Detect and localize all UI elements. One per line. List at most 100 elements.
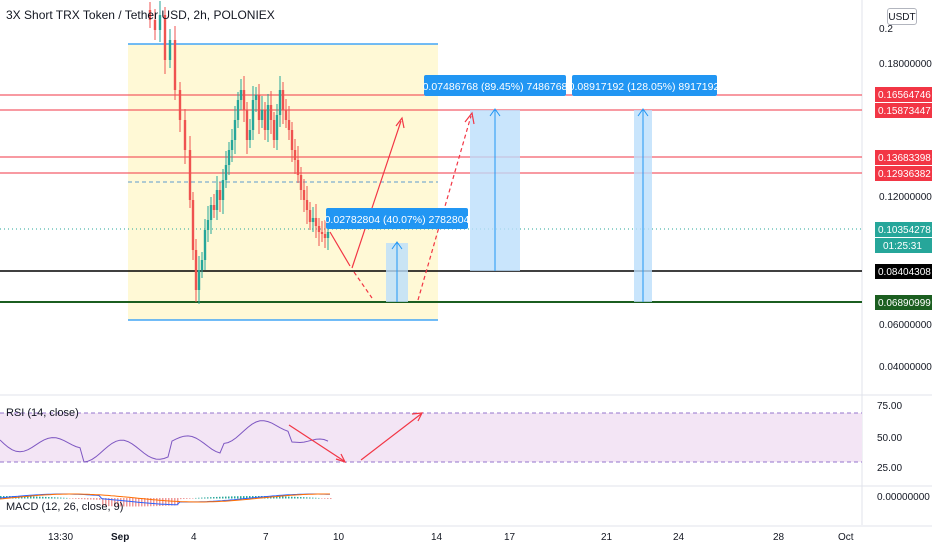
- macd-histogram-bar: [69, 498, 71, 499]
- time-tick: 17: [504, 532, 516, 543]
- callout-3[interactable]: 0.02782804 (40.07%) 2782804: [325, 208, 470, 229]
- candle-body: [224, 165, 228, 180]
- price-tick-partial: 0.2: [879, 24, 893, 35]
- candle-body: [296, 160, 300, 175]
- macd-histogram-bar: [159, 498, 161, 507]
- candle-body: [191, 200, 195, 250]
- candle-body: [227, 150, 231, 165]
- candle-body: [221, 180, 225, 200]
- macd-histogram-bar: [117, 498, 119, 507]
- macd-histogram-bar: [162, 498, 164, 506]
- macd-histogram-bar: [201, 497, 203, 499]
- rsi-arrows[interactable]: [288, 412, 424, 464]
- callout-3-text: 0.02782804 (40.07%) 2782804: [325, 214, 470, 226]
- candle-body: [178, 90, 182, 120]
- macd-histogram-bar: [45, 496, 47, 499]
- projection-arrows[interactable]: [329, 111, 475, 301]
- rsi-tick: 25.00: [877, 463, 902, 474]
- projection-arrow-up-1-head: [395, 116, 405, 129]
- time-tick: 4: [191, 532, 197, 543]
- candle-body: [260, 110, 264, 120]
- rsi-label[interactable]: RSI (14, close): [6, 407, 79, 419]
- macd-histogram-bar: [318, 497, 320, 499]
- macd-histogram-bar: [24, 496, 26, 499]
- macd-label[interactable]: MACD (12, 26, close, 9): [6, 501, 124, 513]
- time-tick: 21: [601, 532, 613, 543]
- candle-body: [326, 232, 330, 238]
- macd-histogram-bar: [282, 496, 284, 499]
- countdown-label: 01:25:31: [883, 241, 922, 252]
- callout-1[interactable]: 0.07486768 (89.45%) 7486768: [423, 75, 568, 96]
- macd-histogram-bar: [276, 496, 278, 499]
- candle-body: [173, 40, 177, 90]
- macd-histogram-bar: [114, 498, 116, 507]
- macd-histogram-bar: [204, 497, 206, 499]
- candle-body: [254, 95, 258, 100]
- callout-2-text: 0.08917192 (128.05%) 8917192: [569, 81, 720, 93]
- macd-signal-line[interactable]: [0, 493, 330, 503]
- macd-histogram-bar: [81, 498, 83, 500]
- candle-body: [257, 95, 261, 120]
- macd-histogram-bar: [330, 498, 332, 500]
- candle-body: [209, 205, 213, 220]
- time-axis[interactable]: 13:30 Sep 4 7 10 14 17 21 24 28 Oct: [48, 532, 854, 543]
- macd-histogram-bar: [294, 496, 296, 499]
- macd-histogram-bar: [207, 497, 209, 499]
- target-arrow-2-head: [637, 108, 649, 117]
- macd-histogram-bar: [324, 498, 326, 499]
- macd-histogram-bar: [321, 498, 323, 499]
- macd-histogram-bar: [192, 498, 194, 499]
- macd-histogram-bar: [54, 497, 56, 499]
- price-label-resistance-1: 0.16564746: [878, 90, 931, 101]
- projection-arrow-up-dashed: [417, 115, 472, 301]
- candle-body: [168, 40, 172, 60]
- rsi-tick: 50.00: [877, 433, 902, 444]
- macd-histogram-bar: [240, 496, 242, 499]
- candle-body: [218, 190, 222, 200]
- macd-histogram-bar: [183, 498, 185, 500]
- macd-histogram-bar: [48, 497, 50, 499]
- rsi-axis[interactable]: 75.00 50.00 25.00: [877, 401, 902, 474]
- rsi-line[interactable]: [0, 420, 329, 463]
- candle-body: [263, 110, 267, 130]
- macd-histogram-bar: [186, 498, 188, 499]
- macd-histogram-bar: [108, 498, 110, 507]
- callout-2[interactable]: 0.08917192 (128.05%) 8917192: [569, 75, 720, 96]
- macd-histogram-bar: [144, 498, 146, 507]
- price-tick: 0.12000000: [879, 192, 932, 203]
- macd-histogram-bar: [105, 498, 107, 507]
- candle-body: [239, 90, 243, 100]
- macd-histogram-bar: [246, 496, 248, 499]
- rsi-band: [0, 413, 862, 462]
- target-arrow-1-head: [489, 108, 501, 117]
- macd-tick[interactable]: 0.00000000: [877, 492, 930, 503]
- symbol-title[interactable]: 3X Short TRX Token / Tether USD, 2h, POL…: [6, 8, 275, 22]
- price-axis[interactable]: 0.2 0.18000000 0.12000000 0.06000000 0.0…: [879, 24, 932, 373]
- macd-histogram-bar: [87, 498, 89, 500]
- candle-body: [248, 130, 252, 140]
- candlestick-series[interactable]: [148, 1, 330, 304]
- macd-histogram-bar: [90, 498, 92, 500]
- candle-body: [242, 90, 246, 110]
- macd-histogram-bar: [168, 498, 170, 506]
- price-label-resistance-2: 0.15873447: [878, 106, 931, 117]
- price-tick: 0.18000000: [879, 59, 932, 70]
- candle-body: [314, 218, 318, 226]
- candle-body: [287, 120, 291, 130]
- macd-histogram-bar: [84, 498, 86, 500]
- candle-body: [188, 150, 192, 200]
- macd-histogram-bar: [111, 498, 113, 507]
- candle-body: [163, 15, 167, 60]
- candle-body: [245, 110, 249, 140]
- price-labels: 0.16564746 0.15873447 0.13683398 0.12936…: [875, 87, 932, 310]
- time-tick: 28: [773, 532, 785, 543]
- macd-histogram-bar: [210, 497, 212, 499]
- price-label-resistance-4: 0.12936382: [878, 169, 931, 180]
- macd-histogram-bar: [273, 496, 275, 499]
- macd-histogram-bar: [102, 498, 104, 507]
- macd-histogram-bar: [225, 496, 227, 499]
- macd-histogram-bar: [198, 497, 200, 499]
- macd-histogram-bar: [327, 498, 329, 499]
- currency-button[interactable]: USDT: [887, 8, 917, 25]
